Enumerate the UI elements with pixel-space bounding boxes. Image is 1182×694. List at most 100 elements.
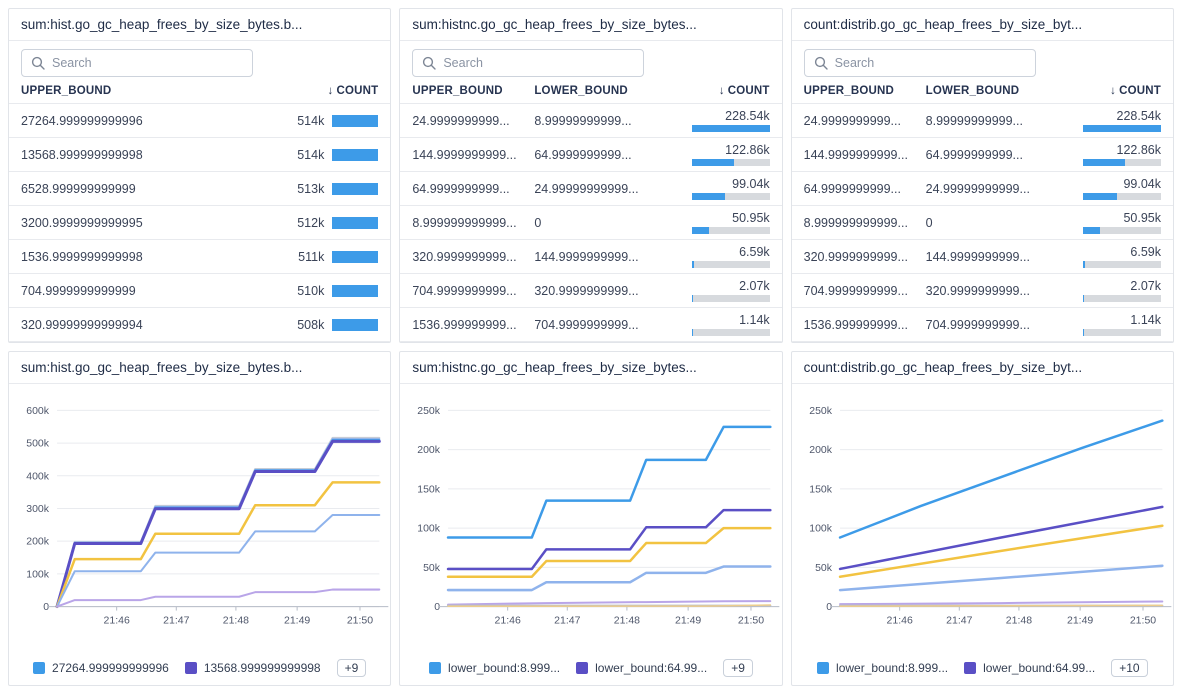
search-input[interactable] (443, 56, 634, 70)
count-value: 510k (297, 284, 324, 298)
search-wrap (792, 41, 1173, 83)
legend-more-badge[interactable]: +9 (723, 659, 753, 677)
table-row[interactable]: 6528.999999999999513k (9, 171, 390, 205)
x-axis-tick-label: 21:47 (554, 615, 580, 627)
timeseries-chart[interactable]: 0100k200k300k400k500k600k21:4621:4721:48… (9, 384, 390, 651)
y-axis-tick-label: 250k (809, 405, 833, 417)
y-axis-tick-label: 300k (26, 503, 50, 515)
legend-item[interactable]: 27264.999999999996 (33, 661, 169, 675)
column-header-lower-bound[interactable]: LOWER_BOUND (926, 85, 1075, 97)
table-row[interactable]: 320.99999999999994508k (9, 307, 390, 342)
y-axis-tick-label: 0 (435, 601, 441, 613)
legend-item[interactable]: 13568.999999999998 (185, 661, 321, 675)
upper-bound-value: 1536.999999999... (412, 318, 534, 332)
search-box[interactable] (804, 49, 1036, 77)
column-header-count[interactable]: ↓COUNT (327, 85, 378, 97)
panel-title: sum:hist.go_gc_heap_frees_by_size_bytes.… (9, 352, 390, 384)
table-row[interactable]: 64.9999999999...24.99999999999...99.04k (792, 171, 1173, 205)
table-row[interactable]: 13568.999999999998514k (9, 137, 390, 171)
count-bar (332, 149, 378, 161)
search-input[interactable] (52, 56, 243, 70)
search-box[interactable] (21, 49, 253, 77)
count-cell: 122.86k (684, 143, 770, 166)
x-axis-tick-label: 21:50 (347, 615, 373, 627)
table-row[interactable]: 1536.999999999...704.9999999999...1.14k (400, 307, 781, 342)
count-cell: 511k (298, 250, 378, 264)
table-row[interactable]: 144.9999999999...64.9999999999...122.86k (400, 137, 781, 171)
count-cell: 513k (297, 182, 378, 196)
legend-more-badge[interactable]: +9 (337, 659, 367, 677)
count-value: 2.07k (1130, 279, 1161, 293)
lower-bound-value: 704.9999999999... (926, 318, 1075, 332)
table-header: UPPER_BOUND ↓COUNT (9, 83, 390, 103)
legend-swatch (964, 662, 976, 674)
upper-bound-value: 320.99999999999994 (21, 318, 297, 332)
column-header-upper-bound[interactable]: UPPER_BOUND (412, 85, 534, 97)
lower-bound-value: 8.99999999999... (534, 114, 683, 128)
search-wrap (400, 41, 781, 83)
series-line (840, 421, 1162, 538)
panel-title: count:distrib.go_gc_heap_frees_by_size_b… (792, 9, 1173, 41)
table-row[interactable]: 8.999999999999...050.95k (400, 205, 781, 239)
x-axis-tick-label: 21:49 (675, 615, 701, 627)
legend-item[interactable]: lower_bound:64.99... (576, 661, 707, 675)
table-panel-hist: sum:hist.go_gc_heap_frees_by_size_bytes.… (8, 8, 391, 343)
column-header-lower-bound[interactable]: LOWER_BOUND (534, 85, 683, 97)
legend-item[interactable]: lower_bound:64.99... (964, 661, 1095, 675)
legend-more-badge[interactable]: +10 (1111, 659, 1147, 677)
count-value: 228.54k (725, 109, 769, 123)
column-header-upper-bound[interactable]: UPPER_BOUND (804, 85, 926, 97)
table-panel-distrib: count:distrib.go_gc_heap_frees_by_size_b… (791, 8, 1174, 343)
table-row[interactable]: 704.9999999999...320.9999999999...2.07k (400, 273, 781, 307)
count-bar (332, 285, 378, 297)
count-bar (1083, 261, 1161, 268)
table-row[interactable]: 27264.999999999996514k (9, 103, 390, 137)
search-input[interactable] (835, 56, 1026, 70)
x-axis-tick-label: 21:48 (223, 615, 249, 627)
table-row[interactable]: 8.999999999999...050.95k (792, 205, 1173, 239)
table-row[interactable]: 1536.999999999...704.9999999999...1.14k (792, 307, 1173, 342)
table-row[interactable]: 3200.9999999999995512k (9, 205, 390, 239)
table-row[interactable]: 320.9999999999...144.9999999999...6.59k (400, 239, 781, 273)
table-row[interactable]: 704.9999999999...320.9999999999...2.07k (792, 273, 1173, 307)
series-line (57, 440, 379, 606)
count-bar (692, 261, 770, 268)
upper-bound-value: 704.9999999999... (804, 284, 926, 298)
table-row[interactable]: 1536.9999999999998511k (9, 239, 390, 273)
count-cell: 228.54k (684, 109, 770, 132)
series-line (448, 601, 770, 605)
x-axis-tick-label: 21:46 (886, 615, 912, 627)
column-header-count[interactable]: ↓COUNT (684, 85, 770, 97)
chart-svg: 050k100k150k200k250k21:4621:4721:4821:49… (792, 384, 1173, 651)
upper-bound-value: 1536.9999999999998 (21, 250, 298, 264)
y-axis-tick-label: 150k (809, 483, 833, 495)
lower-bound-value: 24.99999999999... (926, 182, 1075, 196)
table-row[interactable]: 24.9999999999...8.99999999999...228.54k (792, 103, 1173, 137)
table-row[interactable]: 64.9999999999...24.99999999999...99.04k (400, 171, 781, 205)
y-axis-tick-label: 250k (418, 405, 442, 417)
chart-legend: lower_bound:8.999... lower_bound:64.99...… (400, 651, 781, 685)
column-header-upper-bound[interactable]: UPPER_BOUND (21, 85, 327, 97)
table-row[interactable]: 144.9999999999...64.9999999999...122.86k (792, 137, 1173, 171)
legend-item[interactable]: lower_bound:8.999... (817, 661, 948, 675)
count-value: 228.54k (1117, 109, 1161, 123)
table-row[interactable]: 704.9999999999999510k (9, 273, 390, 307)
table-row[interactable]: 320.9999999999...144.9999999999...6.59k (792, 239, 1173, 273)
legend-item[interactable]: lower_bound:8.999... (429, 661, 560, 675)
search-box[interactable] (412, 49, 644, 77)
count-value: 512k (297, 216, 324, 230)
timeseries-chart[interactable]: 050k100k150k200k250k21:4621:4721:4821:49… (400, 384, 781, 651)
lower-bound-value: 144.9999999999... (534, 250, 683, 264)
legend-swatch (429, 662, 441, 674)
count-cell: 512k (297, 216, 378, 230)
timeseries-chart[interactable]: 050k100k150k200k250k21:4621:4721:4821:49… (792, 384, 1173, 651)
x-axis-tick-label: 21:50 (738, 615, 764, 627)
lower-bound-value: 704.9999999999... (534, 318, 683, 332)
count-value: 514k (297, 148, 324, 162)
search-icon (31, 56, 45, 70)
lower-bound-value: 0 (926, 216, 1075, 230)
column-header-count[interactable]: ↓COUNT (1075, 85, 1161, 97)
dashboard-grid: sum:hist.go_gc_heap_frees_by_size_bytes.… (0, 0, 1182, 694)
table-row[interactable]: 24.9999999999...8.99999999999...228.54k (400, 103, 781, 137)
count-cell: 508k (297, 318, 378, 332)
